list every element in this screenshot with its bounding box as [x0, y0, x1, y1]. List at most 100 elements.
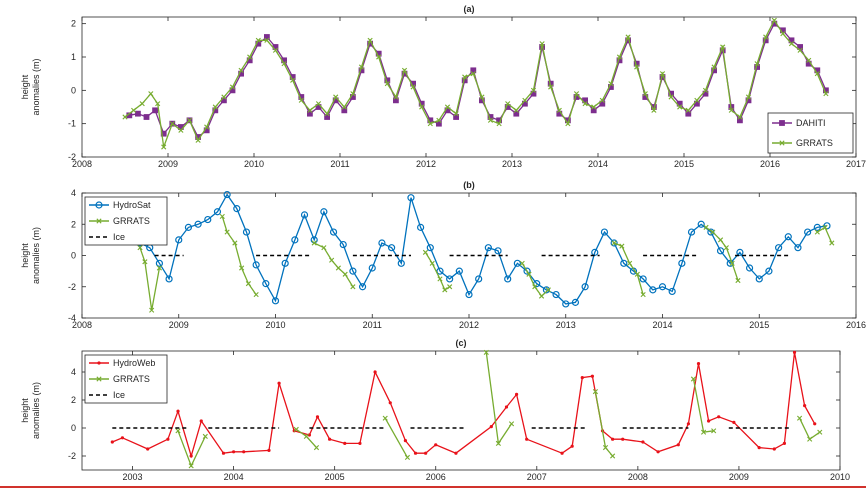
data-point	[376, 54, 382, 60]
x-tick-label: 2015	[674, 159, 694, 169]
data-point	[232, 240, 238, 246]
data-point	[134, 110, 141, 117]
x-tick-label: 2014	[652, 320, 672, 330]
data-point	[649, 286, 657, 294]
data-point	[221, 451, 226, 455]
data-point	[552, 290, 560, 299]
data-point	[281, 61, 287, 67]
data-point	[152, 107, 159, 114]
data-point	[247, 54, 253, 60]
y-tick-label: 0	[71, 85, 76, 95]
legend-box	[767, 112, 854, 154]
data-point	[658, 283, 667, 291]
data-point	[131, 107, 137, 113]
series-line	[313, 242, 354, 288]
data-point	[446, 275, 454, 283]
legend-label: HydroSat	[113, 200, 151, 210]
panel-title: (a)	[464, 4, 475, 14]
data-point	[384, 81, 390, 87]
y-tick-label: -2	[68, 282, 76, 292]
data-point	[436, 117, 442, 123]
data-point	[175, 236, 183, 244]
data-point	[757, 446, 761, 450]
x-tick-label: 2015	[749, 320, 769, 330]
data-point	[508, 421, 515, 427]
data-point	[763, 34, 769, 40]
x-tick-label: 2016	[760, 159, 780, 169]
data-point	[771, 17, 777, 23]
data-point	[696, 362, 701, 366]
series-grrats	[137, 213, 835, 313]
data-point	[454, 451, 458, 455]
data-point	[277, 381, 281, 385]
data-point	[729, 260, 735, 266]
data-point	[602, 445, 609, 451]
data-point	[350, 91, 356, 97]
y-tick-label: -2	[68, 451, 76, 461]
data-point	[570, 444, 574, 448]
data-point	[600, 228, 609, 236]
y-tick-label: -2	[68, 152, 76, 162]
data-point	[532, 284, 538, 290]
y-tick-label: 4	[71, 367, 76, 377]
y-tick-label: 2	[71, 395, 76, 405]
data-point	[148, 91, 154, 97]
y-tick-label: -4	[68, 313, 76, 323]
data-point	[716, 247, 725, 255]
y-tick-label: 2	[71, 19, 76, 29]
data-point	[483, 349, 489, 355]
data-point	[137, 245, 143, 251]
data-point	[755, 275, 763, 283]
legend: HydroWeb GRRATS Ice	[84, 354, 168, 404]
data-point	[822, 224, 828, 230]
x-tick-label: 2006	[426, 472, 446, 482]
data-point	[343, 441, 347, 445]
data-point	[253, 291, 259, 298]
y-axis-label: height	[20, 243, 30, 268]
data-point	[161, 144, 167, 150]
data-point	[608, 81, 614, 87]
x-tick-label: 2013	[502, 159, 522, 169]
data-point	[315, 415, 320, 419]
data-point	[358, 64, 365, 70]
data-point	[641, 440, 645, 444]
legend-marker	[96, 376, 102, 382]
x-tick-label: 2012	[416, 159, 436, 169]
data-point	[685, 107, 691, 113]
data-point	[202, 433, 208, 439]
data-point	[475, 275, 483, 283]
data-point	[281, 259, 289, 267]
data-point	[407, 194, 415, 202]
data-point	[642, 91, 648, 97]
series-line	[139, 247, 161, 311]
data-point	[341, 104, 347, 110]
data-point	[797, 47, 803, 53]
data-point	[707, 228, 715, 236]
data-point	[176, 409, 180, 413]
data-point	[591, 104, 597, 110]
data-point	[580, 376, 584, 380]
data-point	[813, 223, 821, 231]
data-point	[610, 453, 616, 459]
data-point	[556, 107, 562, 113]
data-point	[814, 71, 820, 77]
data-point	[780, 31, 786, 37]
data-point	[447, 284, 453, 290]
x-tick-label: 2009	[158, 159, 178, 169]
data-point	[298, 97, 304, 103]
data-point	[736, 248, 744, 256]
data-point	[611, 240, 617, 246]
data-point	[242, 228, 251, 236]
data-point	[711, 64, 717, 70]
y-axis-label: height	[20, 74, 30, 99]
data-point	[772, 447, 776, 451]
data-point	[213, 208, 222, 216]
data-point	[349, 267, 357, 275]
data-point	[530, 87, 537, 93]
data-point	[829, 240, 835, 246]
data-point	[453, 111, 459, 117]
data-point	[702, 87, 709, 93]
data-point	[422, 249, 429, 255]
data-point	[677, 104, 683, 110]
legend: HydroSat GRRATS Ice	[84, 196, 168, 246]
